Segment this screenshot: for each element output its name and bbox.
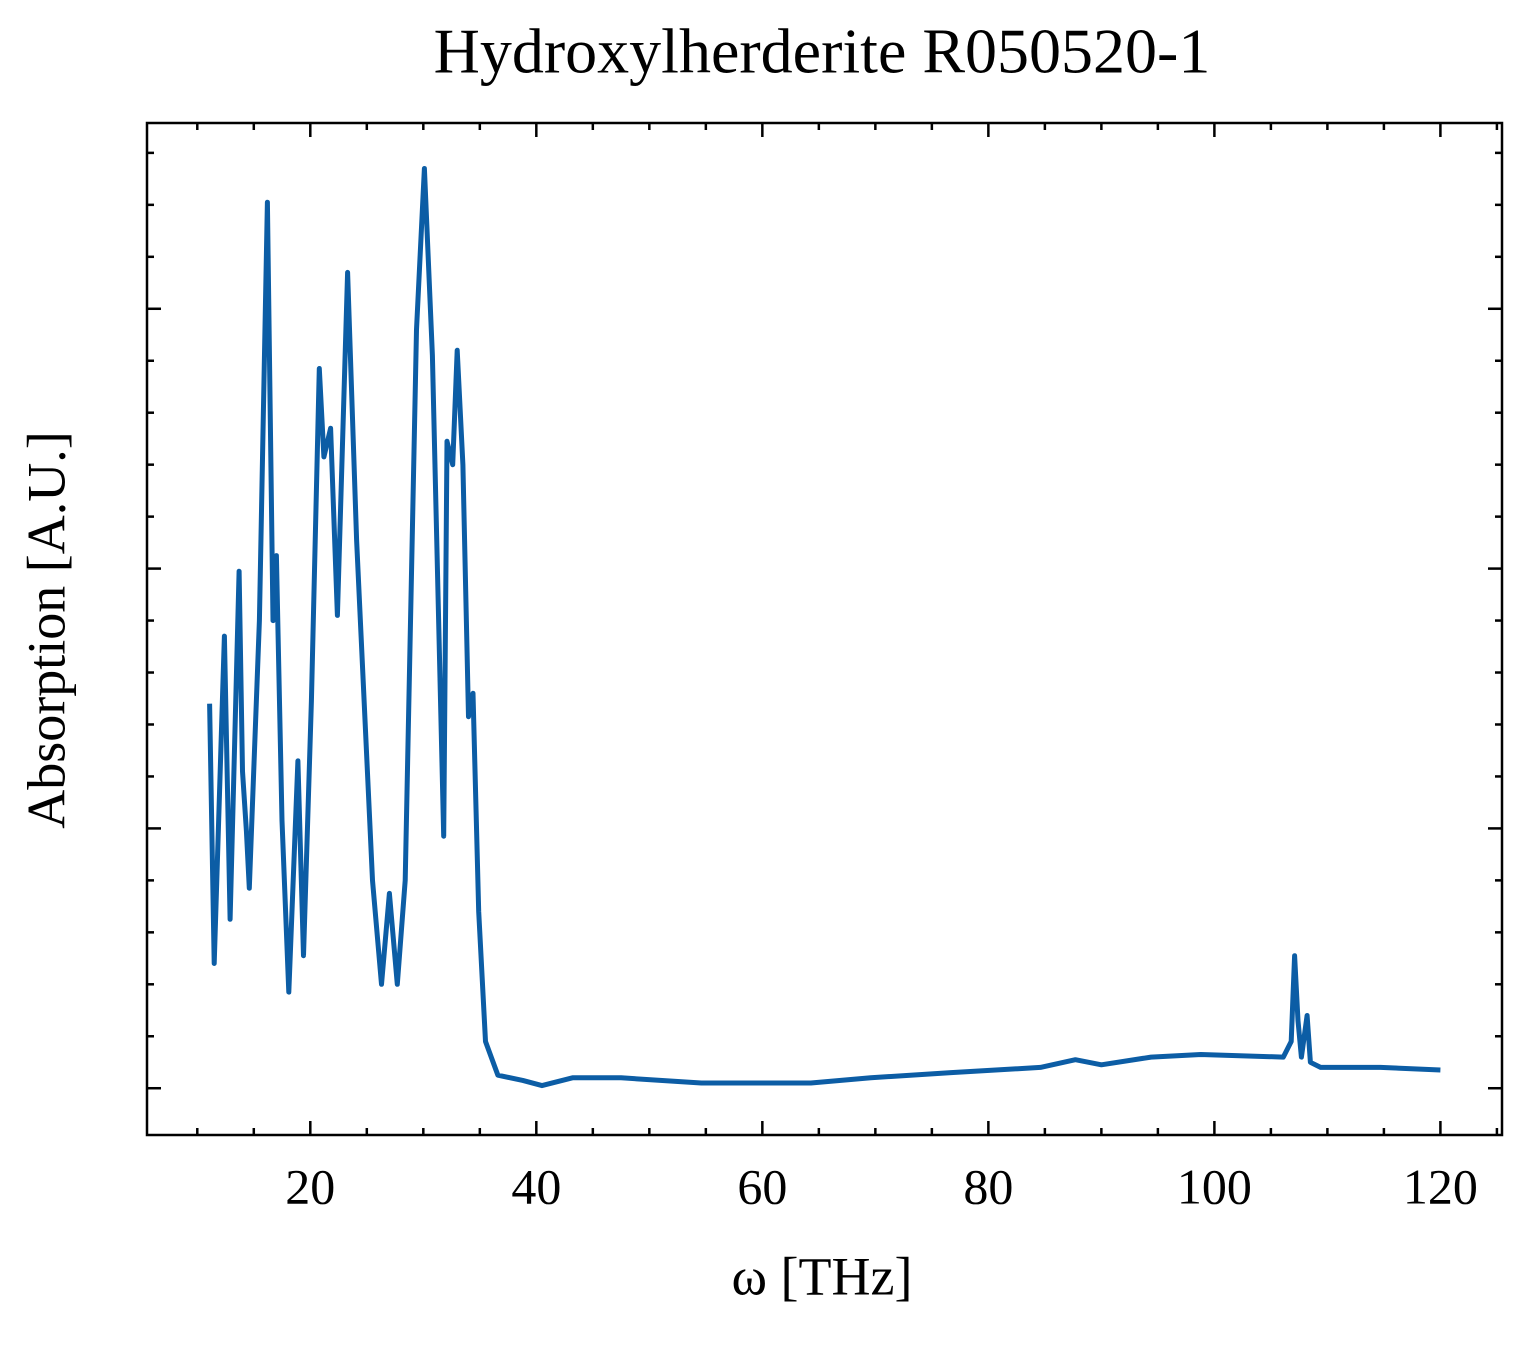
x-tick-label: 40 (511, 1158, 561, 1214)
x-axis-label: ω [THz] (732, 1246, 913, 1306)
x-tick-label: 100 (1177, 1158, 1252, 1214)
x-tick-label: 120 (1403, 1158, 1478, 1214)
x-tick-label: 20 (285, 1158, 335, 1214)
x-tick-label: 80 (963, 1158, 1013, 1214)
data-line (207, 166, 1441, 1089)
chart-title: Hydroxylherderite R050520-1 (434, 16, 1211, 87)
plot-frame (145, 121, 1504, 1137)
x-tick-label: 60 (737, 1158, 787, 1214)
y-axis-label: Absorption [A.U.] (16, 431, 76, 828)
